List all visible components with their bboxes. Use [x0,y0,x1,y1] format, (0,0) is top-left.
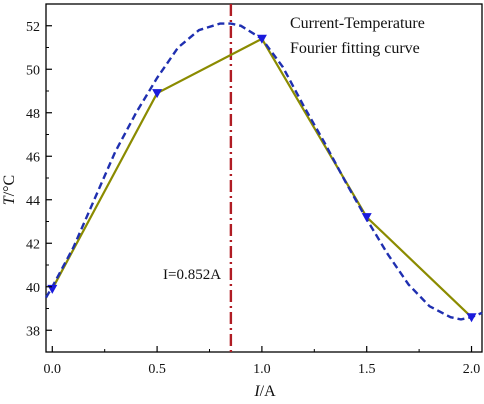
y-tick-label: 38 [26,324,40,339]
y-tick-label: 44 [26,194,40,209]
y-tick-label: 48 [26,107,40,122]
y-tick-label: 40 [26,281,40,296]
plot-area [44,4,483,352]
vline-annotation: I=0.852A [163,267,221,283]
x-axis-title-var: I [253,383,260,400]
ticks: 0.0 0.5 1.0 1.5 2.0 38 40 42 44 46 48 50 52 [26,20,480,377]
legend-entry-current-temperature: Current-Temperature [290,15,425,32]
y-tick-label: 46 [26,150,40,165]
y-tick-label: 50 [26,63,40,78]
data-point-marker [256,34,267,44]
legend: Current-Temperature Fourier fitting curv… [290,15,425,57]
x-tick-label: 0.0 [44,362,62,377]
x-tick-label: 0.5 [148,362,166,377]
series-line-current-temperature [51,37,473,318]
y-axis-title-var: T [1,195,18,205]
data-point-marker [466,313,477,323]
series-line-fourier-fit [44,22,483,321]
legend-entry-fourier-fit: Fourier fitting curve [290,40,420,57]
x-tick-label: 1.5 [358,362,376,377]
y-tick-label: 52 [26,20,40,35]
x-tick-label: 1.0 [253,362,271,377]
data-point-marker [361,213,372,223]
data-point-marker [152,89,163,99]
x-axis-title-unit: /A [260,383,276,400]
y-axis-title: T/°C [1,175,18,205]
y-tick-label: 42 [26,237,40,252]
x-axis-title: I/A [253,383,276,400]
x-tick-label: 2.0 [463,362,481,377]
y-axis-title-unit: /°C [1,175,18,197]
